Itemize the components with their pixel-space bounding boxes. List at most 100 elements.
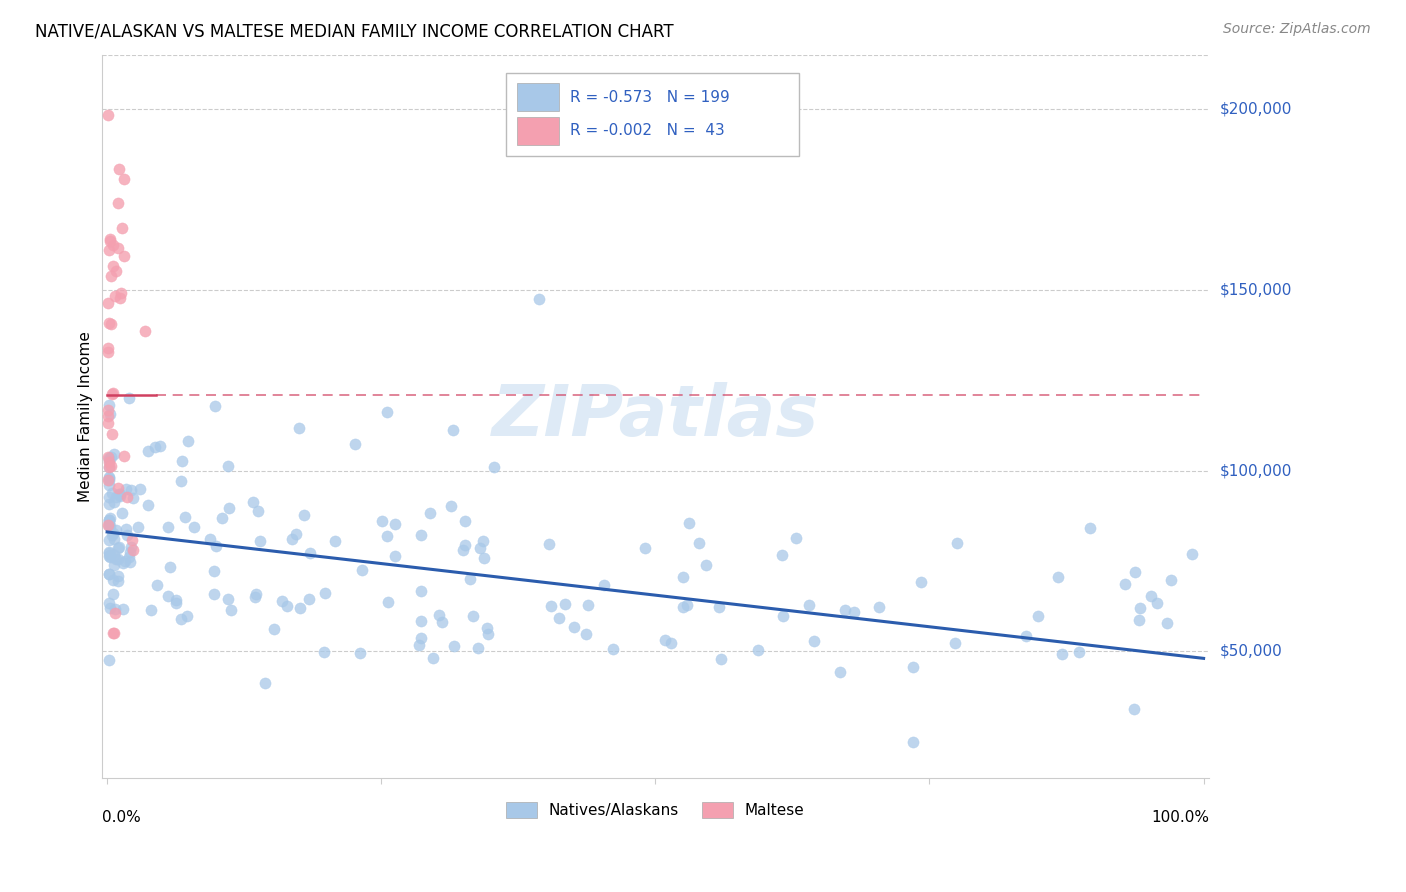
- Point: [101, 486, 124, 500]
- Point: [468, 541, 491, 555]
- Point: [901, 735, 924, 749]
- Text: 0.0%: 0.0%: [101, 810, 141, 825]
- Point: [159, 559, 181, 574]
- Point: [219, 603, 242, 617]
- Point: [384, 549, 406, 564]
- Point: [314, 586, 336, 600]
- Point: [107, 487, 129, 501]
- Point: [104, 523, 127, 537]
- Point: [1123, 566, 1146, 580]
- FancyBboxPatch shape: [506, 73, 800, 156]
- Point: [107, 241, 129, 255]
- Point: [101, 238, 124, 252]
- Point: [107, 161, 129, 176]
- Point: [127, 520, 149, 534]
- Point: [276, 599, 298, 613]
- Point: [211, 511, 233, 525]
- Point: [299, 546, 322, 560]
- Point: [98, 567, 121, 582]
- Point: [100, 427, 122, 442]
- Point: [747, 643, 769, 657]
- Point: [254, 675, 277, 690]
- Point: [98, 512, 121, 526]
- Point: [104, 552, 127, 566]
- Point: [111, 602, 134, 616]
- Point: [98, 470, 121, 484]
- Point: [122, 543, 145, 558]
- Point: [676, 598, 699, 612]
- Point: [98, 398, 121, 412]
- Point: [98, 460, 121, 475]
- Point: [576, 598, 599, 612]
- Point: [467, 641, 489, 656]
- Point: [120, 540, 142, 554]
- Point: [97, 473, 120, 487]
- Point: [108, 541, 131, 555]
- Point: [834, 603, 856, 617]
- Point: [910, 574, 932, 589]
- Point: [107, 574, 129, 589]
- Point: [1050, 647, 1073, 661]
- Point: [323, 533, 346, 548]
- Point: [97, 345, 120, 359]
- Point: [111, 507, 134, 521]
- Text: ZIPatlas: ZIPatlas: [492, 382, 820, 450]
- Text: $150,000: $150,000: [1220, 283, 1292, 297]
- Point: [98, 453, 121, 467]
- Point: [349, 646, 371, 660]
- Point: [202, 587, 225, 601]
- Point: [97, 243, 120, 257]
- Point: [97, 341, 120, 355]
- Point: [129, 483, 152, 497]
- Point: [111, 220, 134, 235]
- Point: [419, 507, 441, 521]
- Point: [143, 440, 166, 454]
- Point: [1129, 601, 1152, 615]
- Point: [118, 555, 141, 569]
- Point: [540, 599, 562, 614]
- Point: [107, 552, 129, 566]
- Text: $50,000: $50,000: [1220, 644, 1282, 658]
- Point: [103, 526, 125, 541]
- Point: [101, 573, 124, 587]
- Point: [281, 532, 304, 546]
- Point: [217, 458, 239, 473]
- Point: [107, 195, 129, 210]
- Point: [554, 597, 576, 611]
- Point: [100, 234, 122, 248]
- Point: [218, 500, 240, 515]
- Point: [100, 528, 122, 542]
- Point: [98, 545, 121, 559]
- Point: [173, 510, 195, 524]
- Point: [104, 606, 127, 620]
- Point: [477, 627, 499, 641]
- Point: [170, 612, 193, 626]
- Point: [100, 459, 122, 474]
- Point: [139, 603, 162, 617]
- Point: [101, 259, 124, 273]
- Point: [529, 293, 551, 307]
- Point: [134, 324, 156, 338]
- Point: [157, 589, 180, 603]
- Point: [98, 490, 121, 504]
- Point: [98, 316, 121, 330]
- Point: [477, 622, 499, 636]
- Point: [772, 609, 794, 624]
- Point: [1069, 644, 1091, 658]
- Point: [371, 514, 394, 528]
- Point: [120, 483, 142, 498]
- Point: [245, 591, 267, 605]
- Point: [157, 520, 180, 534]
- Point: [292, 508, 315, 523]
- Point: [98, 470, 121, 484]
- Point: [110, 487, 132, 501]
- Point: [172, 454, 194, 468]
- Point: [118, 391, 141, 405]
- Point: [183, 519, 205, 533]
- Point: [98, 515, 121, 529]
- Point: [108, 489, 131, 503]
- Point: [411, 631, 433, 645]
- Point: [98, 533, 121, 548]
- Point: [103, 447, 125, 461]
- Point: [842, 605, 865, 619]
